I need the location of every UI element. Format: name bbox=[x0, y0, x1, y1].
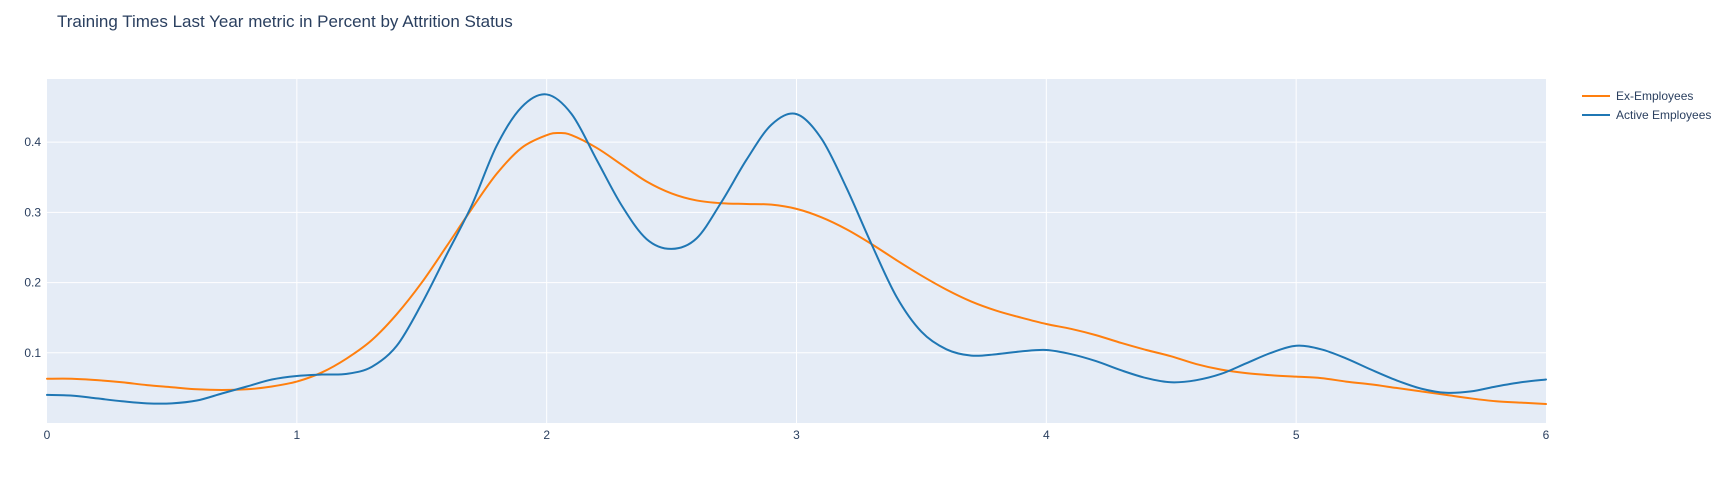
series-line-ex-employees bbox=[46, 132, 1547, 406]
series-line-active-employees bbox=[46, 93, 1547, 405]
legend[interactable]: Ex-Employees Active Employees bbox=[1582, 86, 1711, 124]
legend-label-active-employees: Active Employees bbox=[1616, 107, 1712, 122]
y-tick-label: 0.2 bbox=[24, 276, 41, 290]
legend-swatch-active-employees bbox=[1582, 113, 1610, 116]
x-tick-label: 3 bbox=[793, 428, 800, 442]
legend-item-ex-employees[interactable]: Ex-Employees bbox=[1582, 86, 1711, 105]
chart-title: Training Times Last Year metric in Perce… bbox=[57, 12, 513, 31]
x-tick-label: 2 bbox=[543, 428, 550, 442]
x-tick-label: 0 bbox=[44, 428, 51, 442]
x-tick-label: 5 bbox=[1293, 428, 1300, 442]
y-tick-label: 0.3 bbox=[24, 205, 41, 219]
y-tick-label: 0.1 bbox=[24, 346, 41, 360]
legend-swatch-ex-employees bbox=[1582, 94, 1610, 97]
x-tick-label: 6 bbox=[1543, 428, 1550, 442]
y-tick-label: 0.4 bbox=[24, 135, 41, 149]
legend-item-active-employees[interactable]: Active Employees bbox=[1582, 105, 1711, 124]
x-tick-label: 1 bbox=[293, 428, 300, 442]
x-tick-label: 4 bbox=[1043, 428, 1050, 442]
legend-label-ex-employees: Ex-Employees bbox=[1616, 88, 1694, 103]
